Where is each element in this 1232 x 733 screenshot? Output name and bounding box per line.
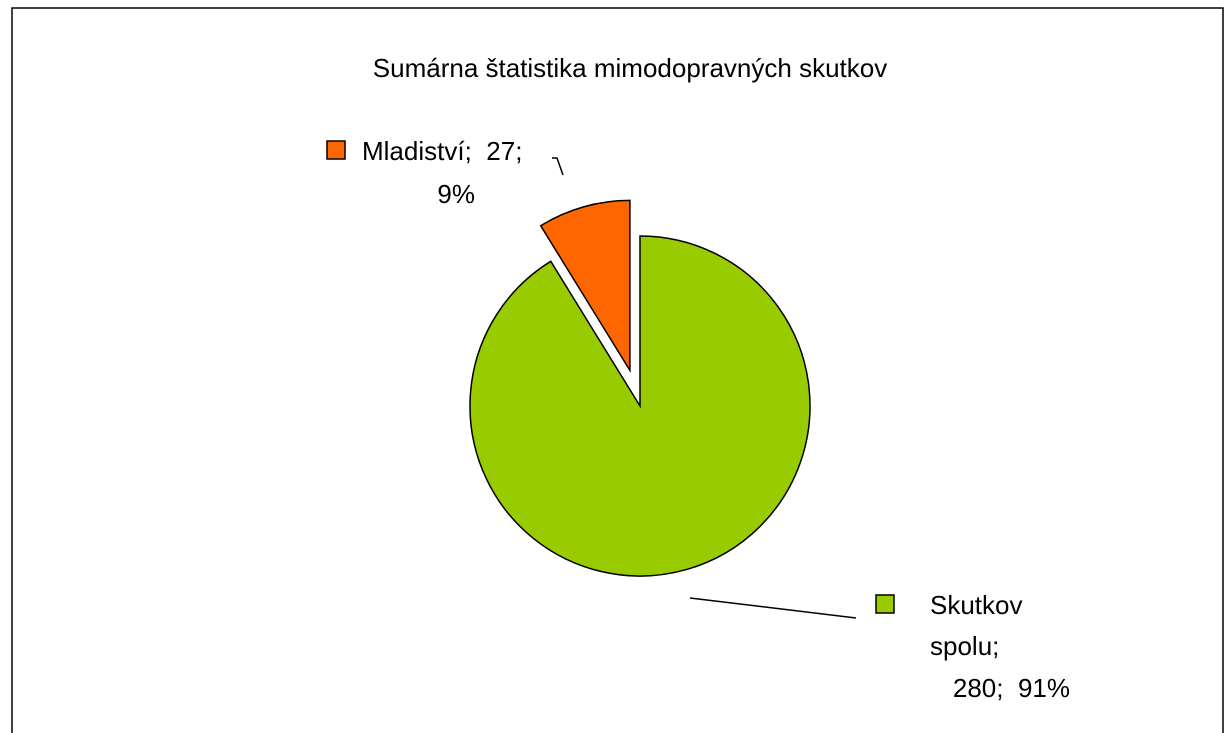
data-label: 280; 91% bbox=[953, 673, 1070, 703]
data-label: Skutkov bbox=[930, 590, 1023, 620]
label-key bbox=[326, 140, 346, 160]
data-label: 9% bbox=[437, 179, 475, 209]
pie-slice bbox=[539, 199, 631, 374]
data-label-text: Mladiství bbox=[362, 136, 465, 166]
data-label-separator: ; bbox=[996, 673, 1003, 703]
data-label: Mladiství; 27; bbox=[362, 136, 522, 166]
data-label-separator: ; bbox=[465, 136, 472, 166]
data-label-text: spolu bbox=[930, 631, 992, 661]
data-label: spolu; bbox=[930, 631, 999, 661]
data-label-separator: ; bbox=[515, 136, 522, 166]
data-label-text: 9% bbox=[437, 179, 475, 209]
data-label-separator: ; bbox=[992, 631, 999, 661]
pie-slice bbox=[469, 235, 811, 577]
data-label-text: 91% bbox=[1018, 673, 1070, 703]
leader-line bbox=[689, 597, 857, 619]
chart-title: Sumárna štatistika mimodopravných skutko… bbox=[373, 53, 887, 83]
data-label-text: Skutkov bbox=[930, 590, 1023, 620]
data-label-text: 27 bbox=[486, 136, 515, 166]
leader-line bbox=[552, 157, 564, 176]
data-label-text: 280 bbox=[953, 673, 996, 703]
label-key bbox=[875, 594, 895, 614]
